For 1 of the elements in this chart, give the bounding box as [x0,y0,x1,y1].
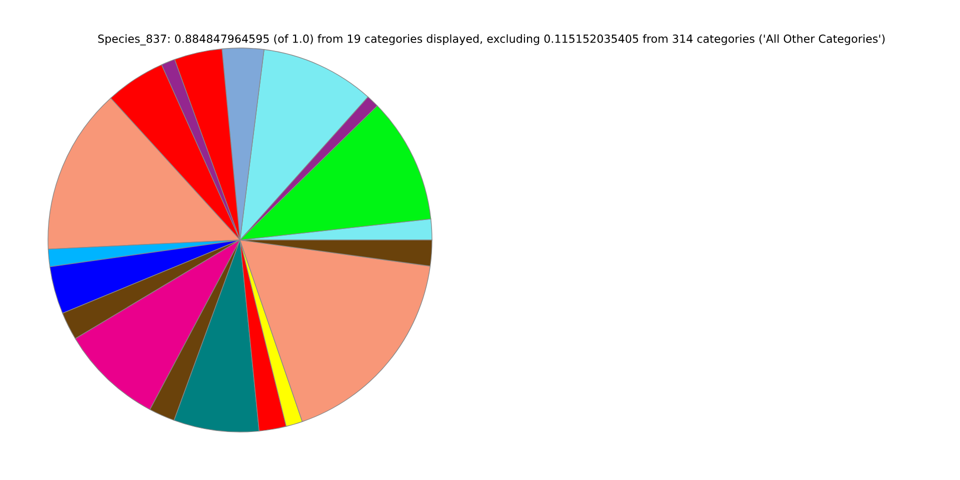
text: Species_837: 0.884847964595 (of 1.0) from 19 categories displayed, excluding 0.115152035405 from 314 categories ('All Other Categories') [98,34,885,46]
